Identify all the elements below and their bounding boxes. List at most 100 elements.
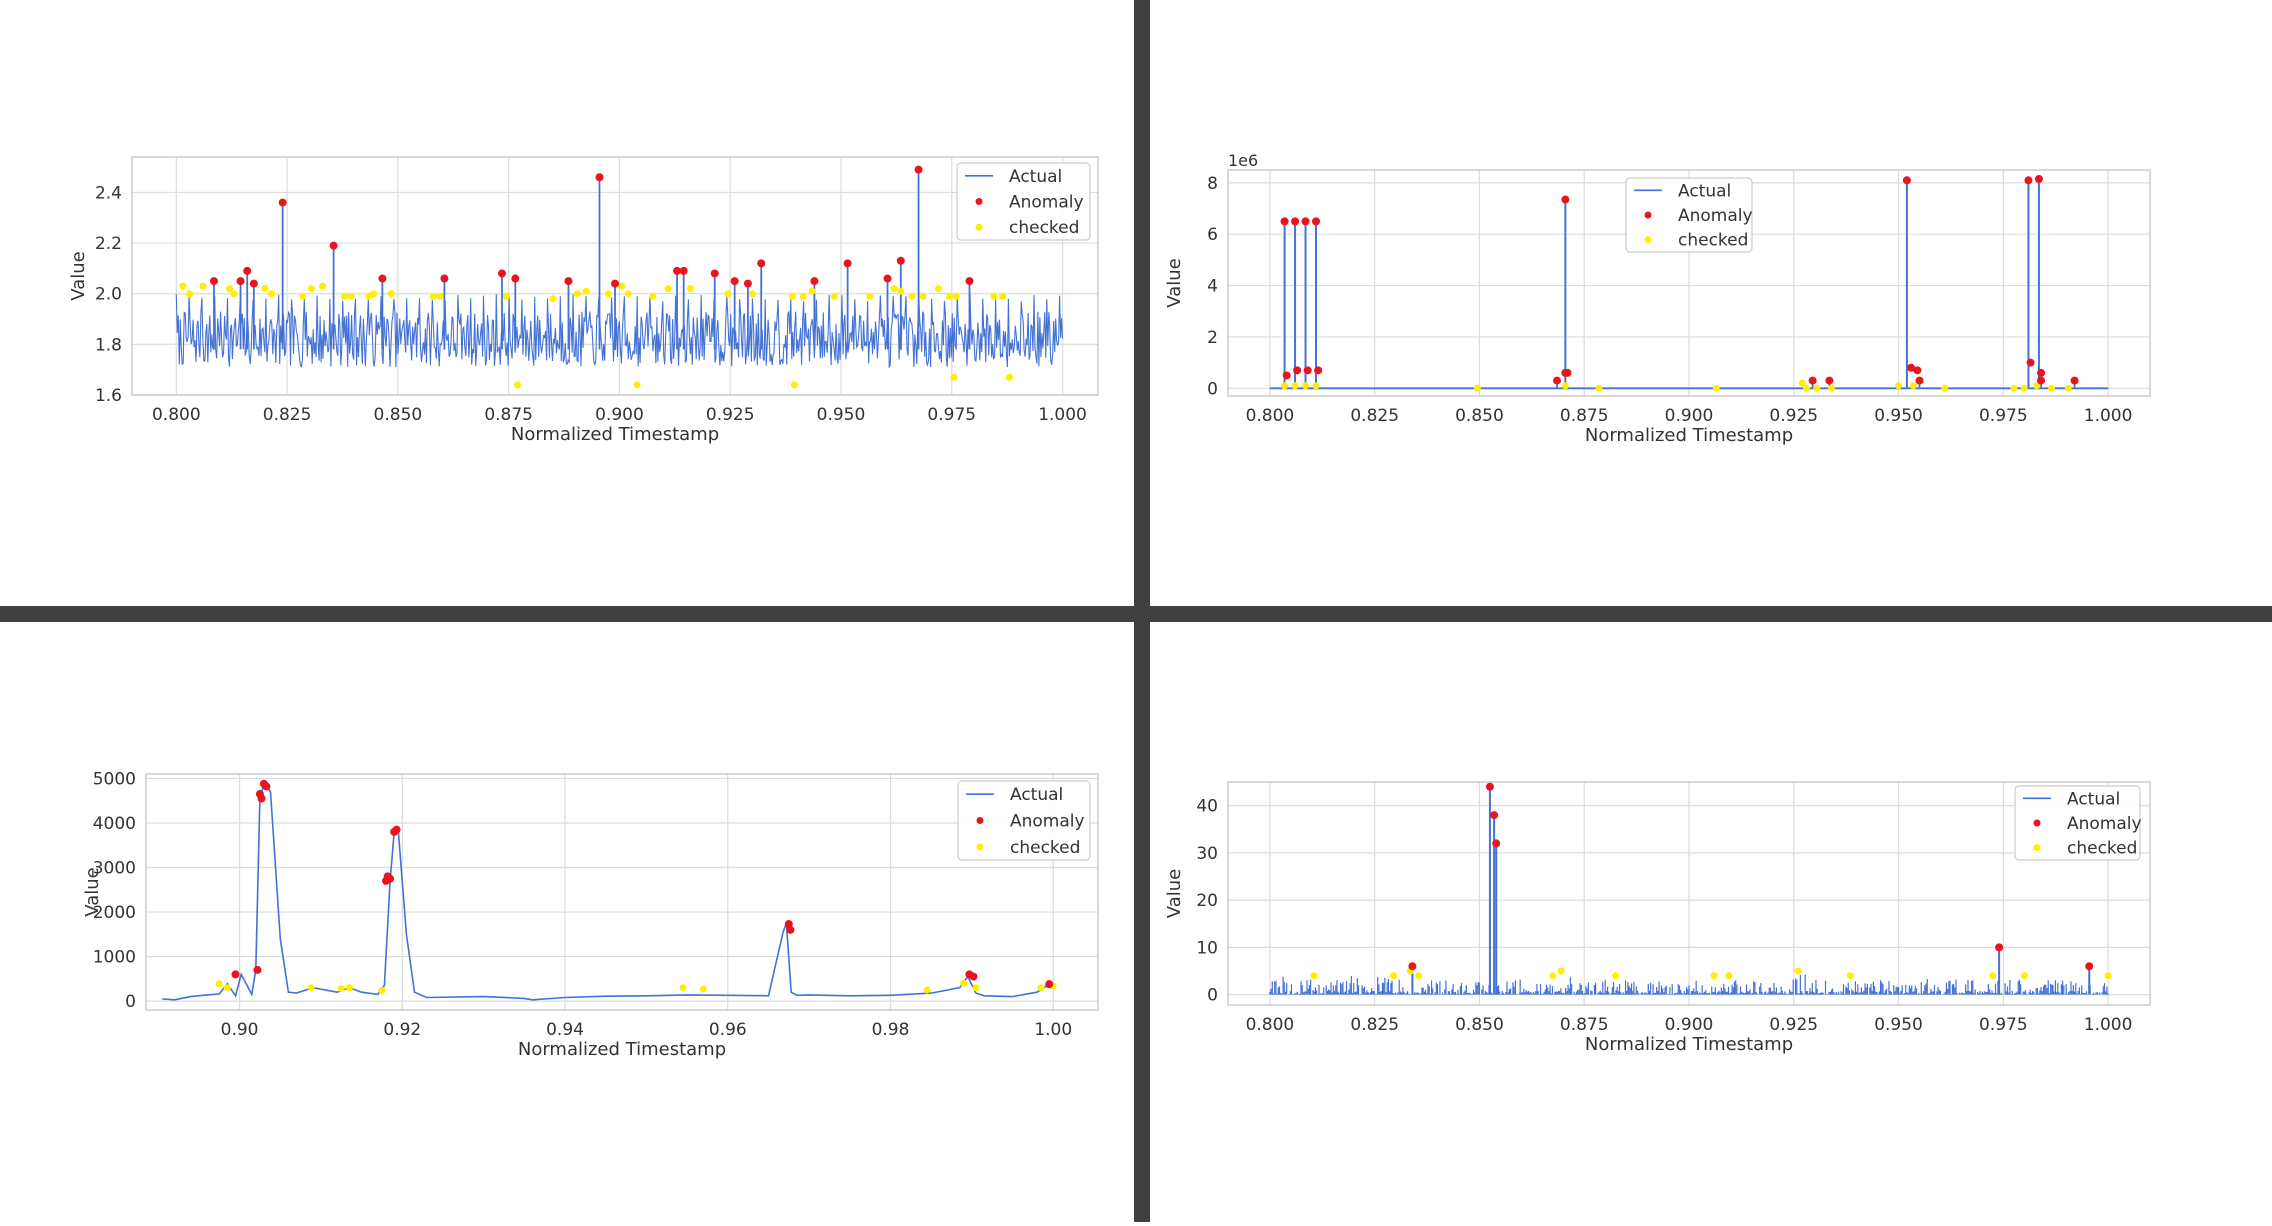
- checked-point: [1312, 382, 1320, 390]
- checked-point: [199, 282, 207, 290]
- x-axis-label: Normalized Timestamp: [1585, 1034, 1793, 1055]
- checked-point: [866, 292, 874, 300]
- anomaly-point: [1485, 782, 1494, 791]
- checked-point: [1712, 384, 1720, 392]
- anomaly-point: [1552, 376, 1561, 385]
- checked-point: [897, 287, 905, 295]
- checked-point: [429, 292, 437, 300]
- checked-point: [1725, 972, 1733, 980]
- y-tick-label: 1.8: [95, 335, 122, 355]
- anomaly-point: [595, 173, 604, 182]
- y-offset-label: 1e6: [1228, 151, 1258, 170]
- horizontal-divider: [0, 606, 2272, 622]
- checked-point: [799, 292, 807, 300]
- checked-point: [1302, 382, 1310, 390]
- legend-marker-icon: [1644, 211, 1652, 219]
- checked-point: [573, 290, 581, 298]
- checked-point: [972, 984, 980, 992]
- checked-point: [186, 290, 194, 298]
- legend-box: [2014, 785, 2141, 861]
- checked-point: [502, 292, 510, 300]
- legend-marker-icon: [1644, 236, 1652, 244]
- anomaly-point: [914, 165, 923, 174]
- checked-point: [1710, 972, 1718, 980]
- x-tick-label: 0.90: [221, 1020, 259, 1040]
- checked-point: [808, 287, 816, 295]
- anomaly-point: [1902, 176, 1911, 185]
- plot-frame: [131, 156, 1099, 396]
- checked-point: [1473, 384, 1481, 392]
- anomaly-point: [2037, 368, 2046, 377]
- checked-point: [923, 986, 931, 994]
- checked-point: [230, 290, 238, 298]
- checked-point: [990, 292, 998, 300]
- x-tick-label: 0.925: [1769, 406, 1818, 426]
- legend: Actual Anomaly checked: [957, 780, 1091, 861]
- checked-point: [341, 292, 349, 300]
- checked-point: [1813, 384, 1821, 392]
- anomaly-point: [498, 269, 507, 278]
- legend-box: [956, 162, 1091, 241]
- x-axis-label: Normalized Timestamp: [518, 1039, 726, 1060]
- checked-point: [1941, 384, 1949, 392]
- anomaly-point: [1561, 195, 1570, 204]
- y-axis-label: Value: [82, 867, 103, 916]
- checked-point: [2020, 384, 2028, 392]
- x-tick-label: 0.850: [1455, 406, 1504, 426]
- legend-label: Anomaly: [1678, 206, 1753, 226]
- x-tick-label: 1.000: [2084, 406, 2133, 426]
- checked-point: [549, 295, 557, 303]
- anomaly-point: [2026, 358, 2035, 367]
- plot-area: [175, 165, 1064, 389]
- anomaly-point: [2034, 174, 2043, 183]
- y-axis-label: Value: [1164, 869, 1185, 918]
- checked-point: [830, 292, 838, 300]
- x-tick-label: 1.000: [1038, 405, 1087, 425]
- checked-point: [1989, 972, 1997, 980]
- y-tick-label: 2.4: [95, 183, 122, 203]
- anomaly-point: [1492, 839, 1501, 848]
- anomaly-point: [1293, 366, 1302, 375]
- checked-point: [1846, 972, 1854, 980]
- x-tick-label: 0.875: [1560, 1015, 1609, 1035]
- anomaly-point: [1808, 376, 1817, 385]
- anomaly-point: [810, 277, 819, 286]
- checked-point: [890, 285, 898, 293]
- checked-point: [2020, 972, 2028, 980]
- checked-point: [2033, 382, 2041, 390]
- checked-point: [514, 381, 522, 389]
- anomaly-point: [965, 277, 974, 286]
- y-tick-label: 6: [1207, 225, 1218, 245]
- legend-label: checked: [1009, 218, 1079, 238]
- anomaly-point: [1915, 376, 1924, 385]
- checked-point: [1794, 967, 1802, 975]
- checked-point: [370, 290, 377, 298]
- x-tick-label: 0.825: [1350, 406, 1399, 426]
- checked-point: [790, 381, 798, 389]
- checked-point: [1549, 972, 1557, 980]
- anomaly-point: [278, 198, 287, 207]
- checked-point: [724, 290, 732, 298]
- legend-label: Anomaly: [1009, 193, 1084, 213]
- anomaly-point: [1312, 217, 1321, 226]
- checked-point: [788, 292, 796, 300]
- legend-label: checked: [1010, 838, 1080, 858]
- x-tick-label: 0.925: [1769, 1015, 1818, 1035]
- y-tick-label: 0: [125, 992, 136, 1012]
- x-tick-label: 0.900: [595, 405, 644, 425]
- y-tick-label: 1.6: [95, 386, 122, 406]
- plot-area: [162, 779, 1057, 1001]
- checked-point: [345, 984, 353, 992]
- legend: Actual Anomaly checked: [2014, 785, 2142, 861]
- checked-point: [268, 290, 276, 298]
- anomaly-point: [386, 874, 395, 883]
- checked-point: [1005, 373, 1013, 381]
- y-tick-label: 2.0: [95, 285, 122, 305]
- x-tick-label: 0.925: [706, 405, 755, 425]
- y-tick-label: 2000: [93, 903, 136, 923]
- x-tick-label: 0.800: [1246, 1015, 1295, 1035]
- checked-point: [387, 290, 395, 298]
- x-tick-label: 0.900: [1665, 406, 1714, 426]
- actual-series-line: [175, 293, 1064, 369]
- legend-label: Actual: [1010, 785, 1063, 805]
